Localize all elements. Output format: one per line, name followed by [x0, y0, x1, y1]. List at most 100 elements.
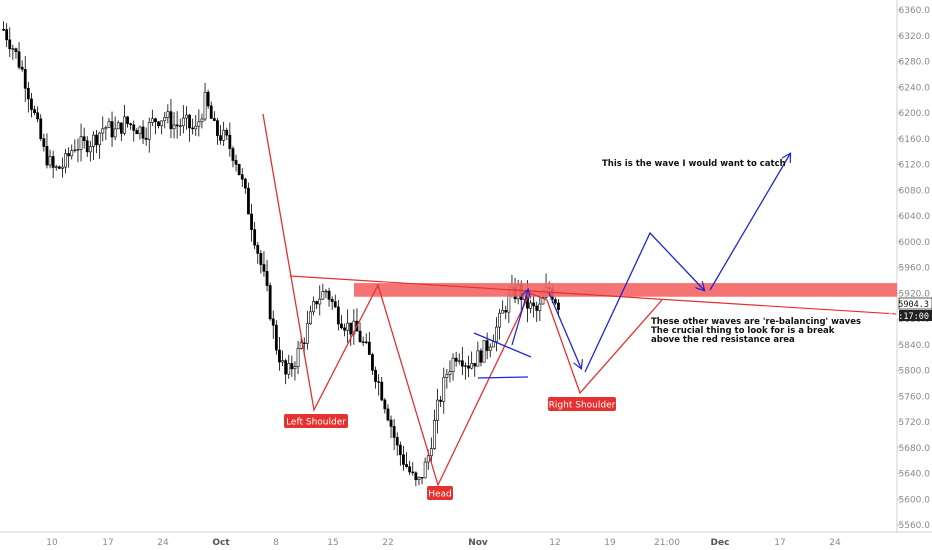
head-shoulders-pattern — [262, 113, 663, 487]
candle — [123, 104, 126, 136]
candle — [374, 366, 377, 389]
candle — [5, 23, 9, 48]
right-shoulder-text: Right Shoulder — [549, 401, 616, 411]
candle — [225, 127, 229, 141]
candle — [464, 362, 467, 380]
candle — [30, 92, 33, 118]
price-tick-label: 5600.0 — [899, 495, 931, 505]
candle — [57, 165, 61, 170]
price-tick-label: 6040.0 — [899, 212, 931, 222]
candle — [361, 336, 365, 347]
head-label: Head — [427, 486, 453, 500]
candle — [144, 127, 148, 146]
candle — [284, 358, 288, 385]
head-text: Head — [428, 490, 452, 500]
candle — [181, 105, 185, 134]
price-tick-label: 5720.0 — [899, 418, 931, 428]
candle — [389, 415, 393, 439]
candle — [377, 374, 381, 396]
candle — [216, 118, 219, 145]
candle — [203, 82, 207, 122]
last-price-value: 5904.3 — [898, 300, 929, 310]
candle — [488, 343, 492, 358]
rebalancing-note-line-2: The crucial thing to look for is a break — [651, 326, 835, 336]
price-tick-label: 6160.0 — [899, 135, 931, 145]
price-axis-ticks: 5560.0 5600.0 5640.0 5680.0 5720.0 5760.0 5800… — [897, 6, 930, 531]
candle — [402, 446, 405, 471]
time-tick-label: 22 — [382, 538, 393, 548]
rebalancing-wave-arrow-down — [548, 292, 581, 368]
candle — [79, 123, 83, 162]
candle — [178, 118, 182, 136]
price-tick-label: 6120.0 — [899, 161, 931, 171]
countdown-value: 03:17:00 — [888, 312, 929, 322]
candle — [293, 361, 297, 381]
candle — [268, 282, 272, 321]
candle — [237, 163, 241, 176]
time-tick-label: Oct — [212, 538, 230, 548]
candle — [200, 113, 204, 129]
candle — [231, 146, 235, 168]
candle — [330, 296, 334, 310]
last-price-tag: 5904.3 — [898, 297, 932, 310]
candle — [395, 432, 399, 456]
rebalancing-note-line-3: above the red resistance area — [651, 335, 795, 345]
candle — [129, 122, 133, 130]
candle — [501, 300, 505, 314]
candle — [234, 154, 238, 172]
candle — [98, 131, 102, 159]
candle — [281, 350, 284, 366]
candle — [194, 115, 198, 136]
projected-wave-path — [584, 231, 704, 373]
candle — [358, 322, 362, 343]
candle — [126, 116, 129, 128]
candle — [157, 120, 160, 129]
candle — [172, 112, 176, 139]
time-tick-label: 17 — [774, 538, 785, 548]
time-tick-label: 12 — [549, 538, 560, 548]
candle — [327, 287, 331, 307]
candle — [206, 89, 210, 109]
candle — [312, 296, 315, 316]
target-wave-arrow — [709, 154, 790, 291]
candle — [367, 332, 371, 355]
candle — [116, 120, 120, 130]
triangle-pattern — [473, 332, 532, 379]
candle — [445, 368, 449, 389]
candle — [457, 353, 461, 365]
candle — [76, 138, 80, 163]
catch-wave-note: This is the wave I would want to catch — [602, 159, 786, 169]
candle — [398, 441, 402, 466]
candle — [160, 120, 164, 135]
price-tick-label: 6200.0 — [899, 109, 931, 119]
candle — [296, 340, 300, 375]
candle — [107, 117, 111, 128]
candle — [364, 333, 368, 345]
left-shoulder-text: Left Shoulder — [286, 418, 346, 428]
candle — [197, 109, 201, 137]
candle — [315, 300, 319, 309]
candle — [101, 116, 105, 142]
candle — [274, 320, 278, 355]
candle — [504, 305, 508, 320]
candle — [36, 106, 40, 123]
candle — [309, 305, 312, 325]
candle — [219, 125, 222, 145]
candle — [485, 332, 489, 360]
candle — [454, 351, 458, 367]
time-tick-label: 19 — [604, 538, 616, 548]
candle — [113, 116, 117, 141]
candle — [265, 259, 269, 292]
candle — [250, 203, 253, 242]
candle — [209, 101, 213, 119]
candle — [482, 340, 486, 363]
candle — [39, 114, 43, 141]
time-tick-label: Dec — [711, 538, 730, 548]
candle — [45, 133, 49, 169]
candle — [259, 250, 263, 274]
candle — [476, 341, 480, 367]
candle — [405, 452, 408, 469]
candle — [532, 295, 536, 318]
candle — [26, 82, 30, 113]
